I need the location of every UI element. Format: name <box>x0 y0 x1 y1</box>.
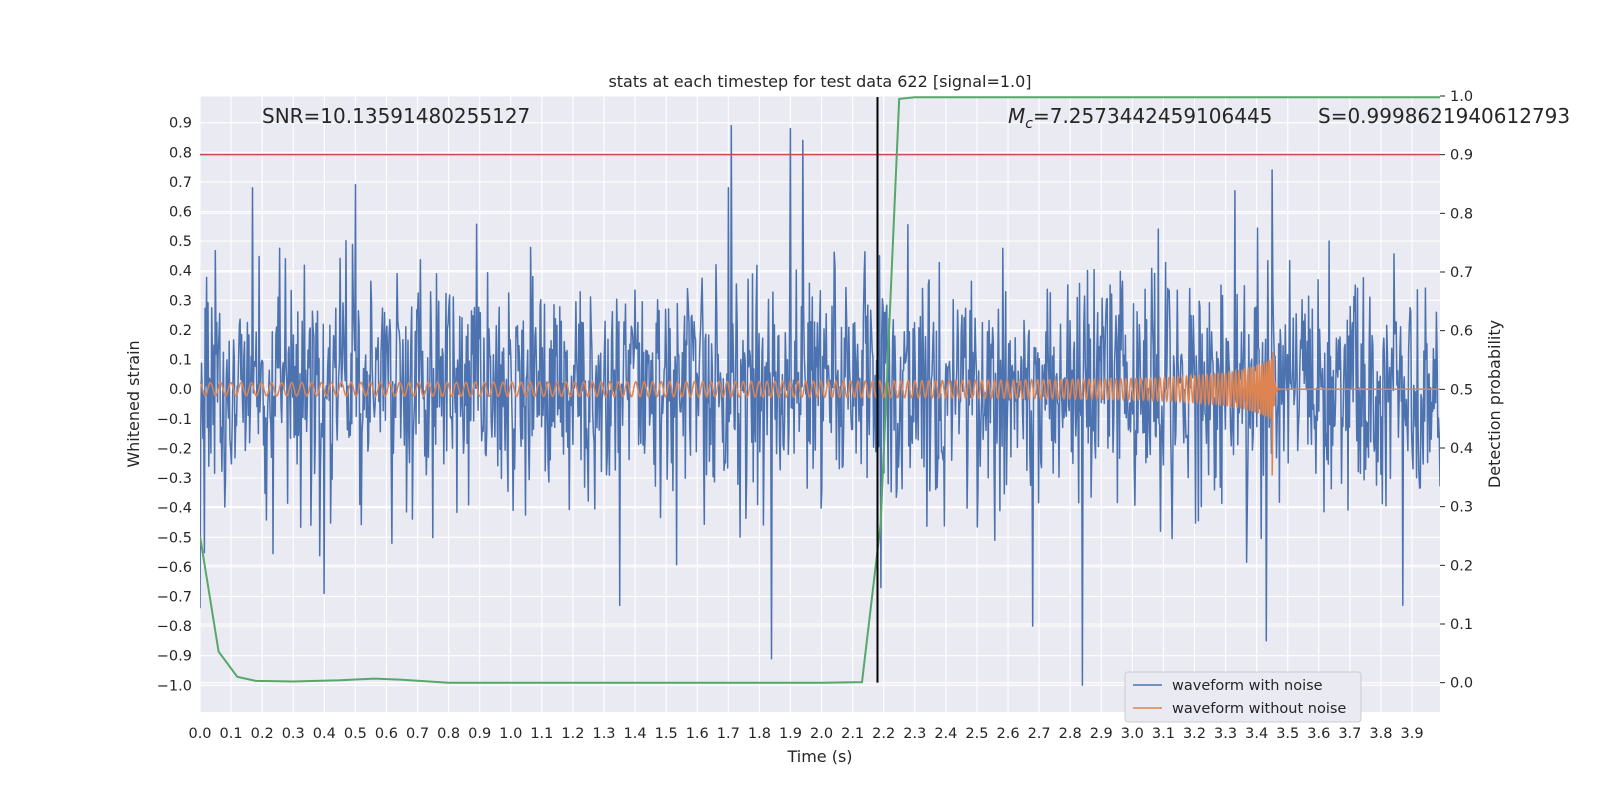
y-tick-labels: 0.9 0.8 0.7 0.6 0.5 0.4 0.3 0.2 0.1 0.0 −0.1 −0.2 −0… <box>157 116 192 695</box>
x-tick-label: 1.2 <box>561 726 584 742</box>
x-tick-label: 1.6 <box>686 726 709 742</box>
x-tick-label: 0.4 <box>313 726 336 742</box>
x-tick-label: 0.6 <box>375 726 398 742</box>
chirp-mass-symbol: M <box>1008 104 1025 128</box>
y-tick-label: 0.2 <box>169 323 192 339</box>
y-tick-label: −0.6 <box>157 560 192 576</box>
legend: waveform with noise waveform without noi… <box>1124 671 1362 723</box>
x-tick-label: 2.9 <box>1090 726 1113 742</box>
x-tick-label: 2.4 <box>934 726 957 742</box>
x-tick-label: 0.5 <box>344 726 367 742</box>
chirp-mass-annotation: Mc=7.2573442459106445 <box>1008 104 1272 132</box>
x-tick-label: 0.9 <box>468 726 491 742</box>
x-tick-label: 3.7 <box>1338 726 1361 742</box>
y2-tick-label: 0.6 <box>1450 324 1473 340</box>
y2-tick-label: 0.0 <box>1450 676 1473 692</box>
y-tick-label: 0.8 <box>169 145 192 161</box>
y2-tick-label: 0.7 <box>1450 265 1473 281</box>
x-tick-label: 1.5 <box>655 726 678 742</box>
chart-title: stats at each timestep for test data 622… <box>608 72 1031 91</box>
x-tick-label: 2.1 <box>841 726 864 742</box>
legend-label-noise: waveform with noise <box>1172 678 1323 694</box>
x-tick-label: 0.1 <box>220 726 243 742</box>
series-layer <box>200 124 1440 687</box>
y-tick-label: −0.1 <box>157 412 192 428</box>
y2-axis-label: Detection probability <box>1485 320 1504 488</box>
x-tick-label: 3.0 <box>1121 726 1144 742</box>
y-tick-label: −0.5 <box>157 530 192 546</box>
x-tick-label: 3.6 <box>1307 726 1330 742</box>
y-tick-label: −0.8 <box>157 619 192 635</box>
y2-tick-label: 1.0 <box>1450 89 1473 105</box>
x-tick-label: 1.3 <box>592 726 615 742</box>
y-axis-label: Whitened strain <box>124 340 143 467</box>
x-tick-label: 2.6 <box>996 726 1019 742</box>
y-tick-label: 0.3 <box>169 293 192 309</box>
x-tick-label: 2.3 <box>903 726 926 742</box>
y-tick-label: 0.7 <box>169 175 192 191</box>
x-tick-label: 0.2 <box>251 726 274 742</box>
overlay-layer <box>200 96 1440 684</box>
x-tick-label: 0.7 <box>406 726 429 742</box>
x-tick-label: 3.9 <box>1400 726 1423 742</box>
x-tick-labels: 0.0 0.1 0.2 0.3 0.4 0.5 0.6 0.7 0.8 0.9 1.0 1.1 1.2 1… <box>188 726 1423 742</box>
x-tick-label: 3.1 <box>1152 726 1175 742</box>
y-tick-label: 0.1 <box>169 353 192 369</box>
y2-tick-label: 0.4 <box>1450 441 1473 457</box>
y-tick-label: −1.0 <box>157 678 192 694</box>
y-tick-label: −0.3 <box>157 471 192 487</box>
x-tick-label: 0.3 <box>282 726 305 742</box>
y-tick-label: −0.9 <box>157 649 192 665</box>
x-tick-label: 3.2 <box>1183 726 1206 742</box>
x-tick-label: 1.9 <box>779 726 802 742</box>
x-tick-label: 3.3 <box>1214 726 1237 742</box>
series-detection-probability <box>200 96 1440 684</box>
y-tick-label: −0.7 <box>157 590 192 606</box>
x-tick-label: 3.8 <box>1369 726 1392 742</box>
chirp-mass-value: =7.2573442459106445 <box>1033 104 1272 128</box>
y2-tick-label: 0.9 <box>1450 148 1473 164</box>
x-tick-label: 1.1 <box>530 726 553 742</box>
x-tick-label: 2.2 <box>872 726 895 742</box>
x-tick-label: 1.8 <box>748 726 771 742</box>
s-annotation: S=0.9998621940612793 <box>1318 104 1570 128</box>
y-tick-label: −0.4 <box>157 501 192 517</box>
y-tick-label: −0.2 <box>157 441 192 457</box>
y2-tick-label: 0.2 <box>1450 558 1473 574</box>
y2-tick-labels: 1.0 0.9 0.8 0.7 0.6 0.5 0.4 0.3 0.2 0.1 0.0 <box>1440 89 1473 692</box>
x-tick-label: 0.8 <box>437 726 460 742</box>
x-tick-label: 2.0 <box>810 726 833 742</box>
x-tick-label: 3.5 <box>1276 726 1299 742</box>
y-tick-label: 0.9 <box>169 116 192 132</box>
y2-tick-label: 0.1 <box>1450 617 1473 633</box>
x-tick-label: 3.4 <box>1245 726 1268 742</box>
y-tick-label: 0.6 <box>169 205 192 221</box>
y2-tick-label: 0.5 <box>1450 382 1473 398</box>
y2-tick-label: 0.8 <box>1450 206 1473 222</box>
legend-box <box>1124 671 1362 723</box>
legend-label-clean: waveform without noise <box>1172 701 1346 717</box>
snr-annotation: SNR=10.13591480255127 <box>262 104 530 128</box>
x-tick-label: 2.5 <box>965 726 988 742</box>
y-tick-label: 0.4 <box>169 264 192 280</box>
chirp-mass-subscript: c <box>1025 116 1033 132</box>
x-tick-label: 1.4 <box>624 726 647 742</box>
x-tick-label: 1.0 <box>499 726 522 742</box>
y2-tick-label: 0.3 <box>1450 500 1473 516</box>
x-tick-label: 2.7 <box>1028 726 1051 742</box>
y-tick-label: 0.0 <box>169 382 192 398</box>
y-tick-label: 0.5 <box>169 234 192 250</box>
series-waveform-without-noise <box>200 352 1440 476</box>
series-waveform-with-noise <box>200 124 1440 687</box>
x-axis-label: Time (s) <box>786 747 852 766</box>
x-tick-label: 1.7 <box>717 726 740 742</box>
x-tick-label: 0.0 <box>188 726 211 742</box>
x-tick-label: 2.8 <box>1059 726 1082 742</box>
